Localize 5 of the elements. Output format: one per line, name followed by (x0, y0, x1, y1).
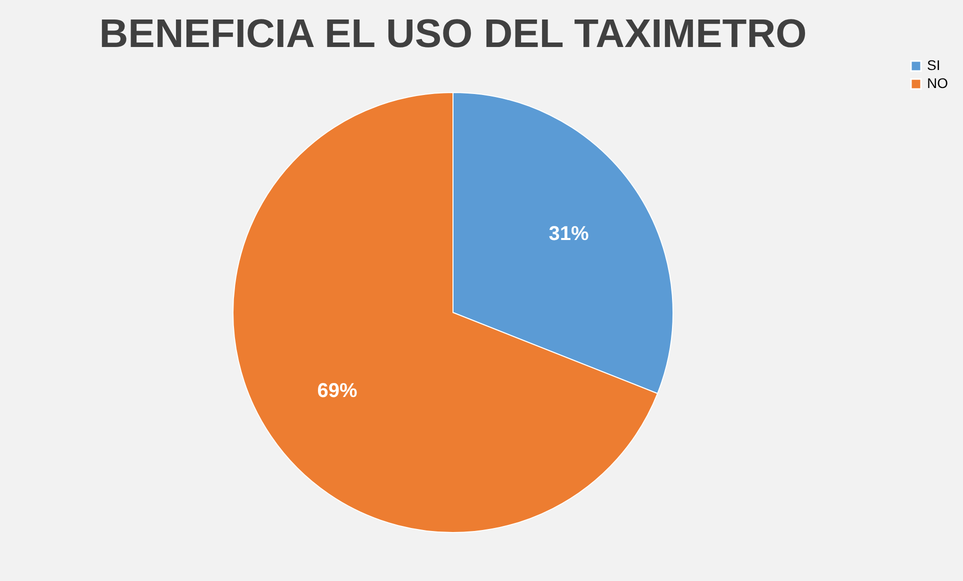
data-label: 31% (548, 222, 590, 245)
legend-label: SI (927, 57, 940, 73)
data-label: 69% (317, 380, 358, 402)
legend-label: NO (927, 75, 948, 91)
chart-title: BENEFICIA EL USO DEL TAXIMETRO (99, 12, 807, 56)
